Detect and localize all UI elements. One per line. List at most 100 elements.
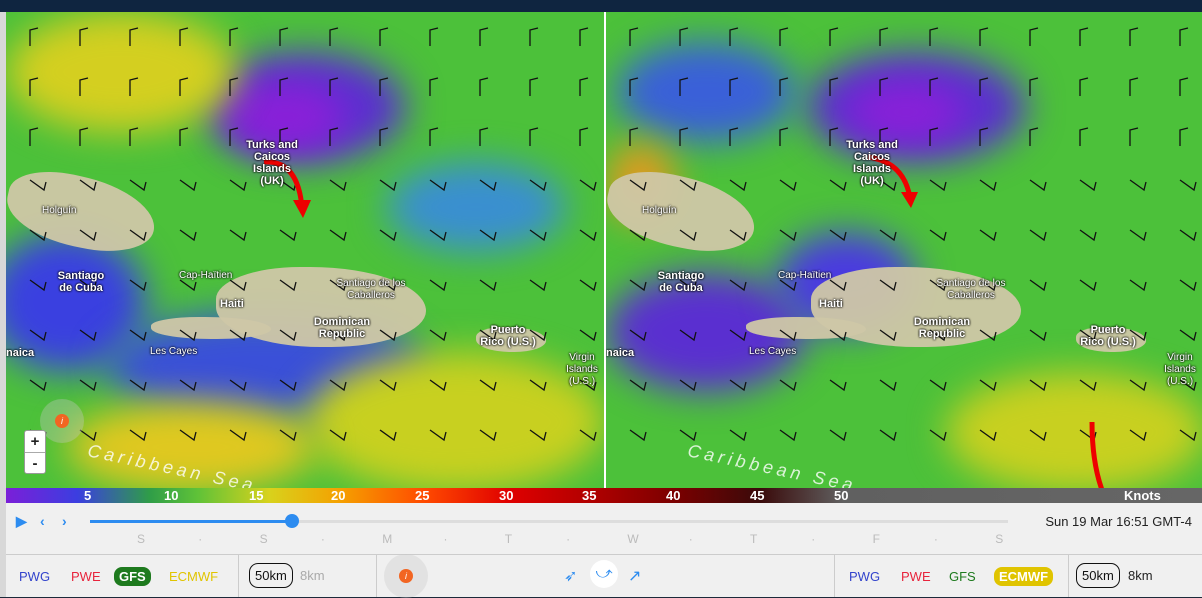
timeline-day: ·	[811, 532, 816, 546]
wind-barb-icon	[29, 27, 39, 46]
timeline-progress	[90, 520, 292, 523]
wind-barb-icon	[1079, 77, 1089, 96]
wind-barb-icon	[529, 329, 547, 342]
place-label: Turks and Caicos Islands (UK)	[246, 139, 298, 187]
wind-barb-icon	[629, 279, 647, 292]
wind-barb-icon	[729, 27, 739, 46]
wind-barb-icon	[1079, 329, 1097, 342]
info-icon: i	[55, 414, 69, 428]
model-pwg-button[interactable]: PWG	[19, 569, 51, 584]
wind-barb-icon	[529, 27, 539, 46]
wind-map-right[interactable]: Turks and Caicos Islands (UK) Holguín Sa…	[606, 12, 1202, 488]
wind-barb-icon	[1029, 379, 1047, 392]
chevron-right-icon[interactable]: ›	[62, 513, 67, 529]
legend-tick: 10	[164, 488, 179, 503]
wind-barb-icon	[1179, 27, 1189, 46]
place-label: naica	[6, 347, 35, 359]
timeline-handle[interactable]	[284, 514, 299, 528]
model-pwg-button[interactable]: PWG	[849, 569, 881, 584]
wind-barb-icon	[279, 27, 289, 46]
model-pwe-button[interactable]: PWE	[71, 569, 101, 584]
arrow-outline-icon[interactable]: ➶	[564, 568, 578, 585]
wind-map-left[interactable]: Turks and Caicos Islands (UK) Holguín Sa…	[6, 12, 604, 488]
place-label: Turks and Caicos Islands (UK)	[846, 139, 898, 187]
wind-barb-icon	[929, 329, 947, 342]
wind-barb-icon	[179, 127, 189, 146]
split-divider[interactable]	[604, 12, 606, 488]
wind-barb-icon	[179, 429, 197, 442]
wind-barb-icon	[529, 179, 547, 192]
zoom-control: + -	[24, 430, 46, 474]
zoom-in-button[interactable]: +	[30, 433, 40, 450]
wind-barb-icon	[1179, 329, 1197, 342]
place-label: Virgin Islands (U.S.)	[1164, 352, 1196, 387]
wind-barb-icon	[579, 379, 597, 392]
wind-barb-icon	[429, 429, 447, 442]
wind-barb-icon	[379, 229, 397, 242]
wind-barb-icon	[479, 179, 497, 192]
legend-tick: 35	[582, 488, 597, 503]
model-gfs-button[interactable]: GFS	[949, 569, 976, 584]
place-label: Holguín	[642, 205, 677, 216]
wind-barb-icon	[179, 229, 197, 242]
wind-barb-icon	[379, 27, 389, 46]
wind-barb-icon[interactable]: ⤻	[590, 560, 618, 588]
wind-barb-icon	[1129, 179, 1147, 192]
arrow-icon[interactable]: ↗	[628, 568, 642, 585]
wind-barb-icon	[679, 329, 697, 342]
wind-barb-icon	[729, 279, 747, 292]
timeline-slider[interactable]	[90, 514, 1008, 528]
wind-barb-icon	[929, 279, 947, 292]
model-pwe-button[interactable]: PWE	[901, 569, 931, 584]
resolution-50km-button[interactable]: 50km	[1076, 563, 1120, 588]
wind-barb-icon	[779, 329, 797, 342]
wind-barb-icon	[729, 329, 747, 342]
model-ecmwf-button[interactable]: ECMWF	[169, 569, 219, 584]
zoom-out-button[interactable]: -	[25, 452, 45, 473]
wind-barb-icon	[529, 77, 539, 96]
model-gfs-button[interactable]: GFS	[114, 567, 151, 586]
wind-barb-icon	[429, 229, 447, 242]
wind-barb-icon	[129, 279, 147, 292]
model-ecmwf-button[interactable]: ECMWF	[994, 567, 1054, 586]
legend-tick: 40	[666, 488, 681, 503]
wind-barb-icon	[979, 379, 997, 392]
timeline-day: S	[995, 532, 1004, 546]
timeline-day: ·	[320, 532, 325, 546]
wind-barb-icon	[1129, 379, 1147, 392]
wind-barb-icon	[879, 379, 897, 392]
place-label: Les Cayes	[150, 346, 198, 357]
wind-barb-icon	[729, 77, 739, 96]
wind-barb-icon	[1129, 429, 1147, 442]
resolution-50km-button[interactable]: 50km	[249, 563, 293, 588]
wind-barb-icon	[1129, 77, 1139, 96]
wind-barb-icon	[829, 379, 847, 392]
wind-barb-icon	[1029, 77, 1039, 96]
timeline-day: S	[259, 532, 268, 546]
place-label: Puerto Rico (U.S.)	[1080, 324, 1136, 348]
wind-barb-icon	[879, 27, 889, 46]
timeline: ▶ ‹ › S · S · M · T · W · T · F · S Sun 19 Mar 16:51 G…	[6, 503, 1202, 555]
wind-barb-icon	[229, 229, 247, 242]
info-button[interactable]: i	[40, 399, 84, 443]
resolution-8km-button[interactable]: 8km	[1128, 568, 1153, 583]
wind-barb-icon	[329, 77, 339, 96]
info-icon[interactable]: i	[399, 569, 413, 583]
timeline-day: F	[872, 532, 880, 546]
play-icon[interactable]: ▶	[16, 513, 27, 529]
wind-barb-icon	[229, 127, 239, 146]
wind-barb-icon	[629, 27, 639, 46]
resolution-8km-button[interactable]: 8km	[300, 568, 325, 583]
wind-barb-icon	[829, 179, 847, 192]
legend-tick: 45	[750, 488, 765, 503]
chevron-left-icon[interactable]: ‹	[40, 513, 45, 529]
wind-barb-icon	[829, 429, 847, 442]
wind-barb-icon	[779, 27, 789, 46]
wind-barb-icon	[429, 379, 447, 392]
wind-barb-icon	[929, 127, 939, 146]
place-label: Haiti	[819, 298, 843, 310]
wind-barb-icon	[829, 127, 839, 146]
timeline-day: ·	[566, 532, 571, 546]
top-bar	[0, 0, 1202, 12]
place-label: Santiago de los Caballeros	[336, 278, 406, 301]
